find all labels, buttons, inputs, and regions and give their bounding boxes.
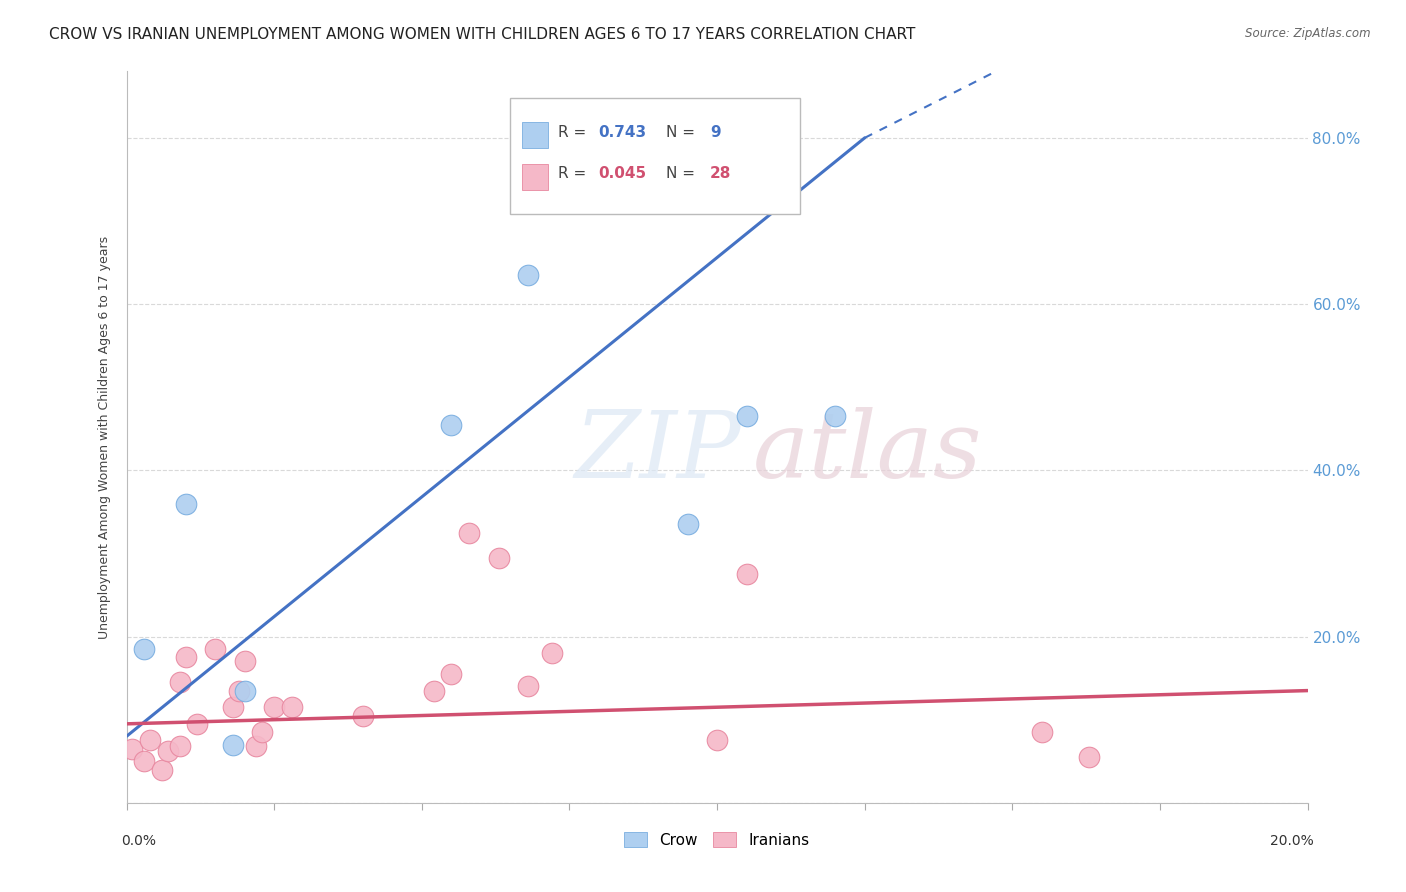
Point <box>540 646 562 660</box>
FancyBboxPatch shape <box>510 98 800 214</box>
Point <box>174 650 197 665</box>
Point <box>488 550 510 565</box>
Point <box>706 733 728 747</box>
Text: N =: N = <box>666 166 700 181</box>
Point <box>352 708 374 723</box>
Point <box>233 655 256 669</box>
Point <box>233 683 256 698</box>
Point <box>252 725 274 739</box>
Point <box>440 667 463 681</box>
Text: atlas: atlas <box>752 407 981 497</box>
Text: 0.743: 0.743 <box>598 125 645 139</box>
Point <box>169 739 191 754</box>
Point <box>228 683 250 698</box>
Point <box>169 675 191 690</box>
Bar <box>522 122 548 148</box>
Point <box>174 497 197 511</box>
Point <box>735 567 758 582</box>
Text: CROW VS IRANIAN UNEMPLOYMENT AMONG WOMEN WITH CHILDREN AGES 6 TO 17 YEARS CORREL: CROW VS IRANIAN UNEMPLOYMENT AMONG WOMEN… <box>49 27 915 42</box>
Bar <box>522 163 548 190</box>
Text: 0.045: 0.045 <box>598 166 645 181</box>
Point <box>134 754 156 768</box>
Text: 0.0%: 0.0% <box>121 833 156 847</box>
Y-axis label: Unemployment Among Women with Children Ages 6 to 17 years: Unemployment Among Women with Children A… <box>97 235 111 639</box>
Point <box>422 683 444 698</box>
Text: R =: R = <box>558 166 591 181</box>
Point <box>1031 725 1053 739</box>
Point <box>517 680 540 694</box>
Point <box>735 409 758 424</box>
Point <box>204 642 226 657</box>
Point <box>1078 750 1101 764</box>
Point <box>281 700 304 714</box>
Point <box>150 763 173 777</box>
Point <box>222 738 245 752</box>
Point <box>517 268 540 282</box>
Text: 9: 9 <box>710 125 721 139</box>
Point <box>440 417 463 432</box>
Point <box>186 716 208 731</box>
Point <box>222 700 245 714</box>
Text: ZIP: ZIP <box>574 407 741 497</box>
Point <box>263 700 285 714</box>
Point <box>134 642 156 657</box>
Point <box>139 733 162 747</box>
Point <box>245 739 267 754</box>
Text: Source: ZipAtlas.com: Source: ZipAtlas.com <box>1246 27 1371 40</box>
Text: 20.0%: 20.0% <box>1270 833 1313 847</box>
Point <box>121 741 143 756</box>
Point <box>458 525 481 540</box>
Text: R =: R = <box>558 125 591 139</box>
Point <box>156 744 179 758</box>
Point <box>824 409 846 424</box>
Text: N =: N = <box>666 125 700 139</box>
Text: 28: 28 <box>710 166 731 181</box>
Legend: Crow, Iranians: Crow, Iranians <box>619 825 815 854</box>
Point <box>676 517 699 532</box>
